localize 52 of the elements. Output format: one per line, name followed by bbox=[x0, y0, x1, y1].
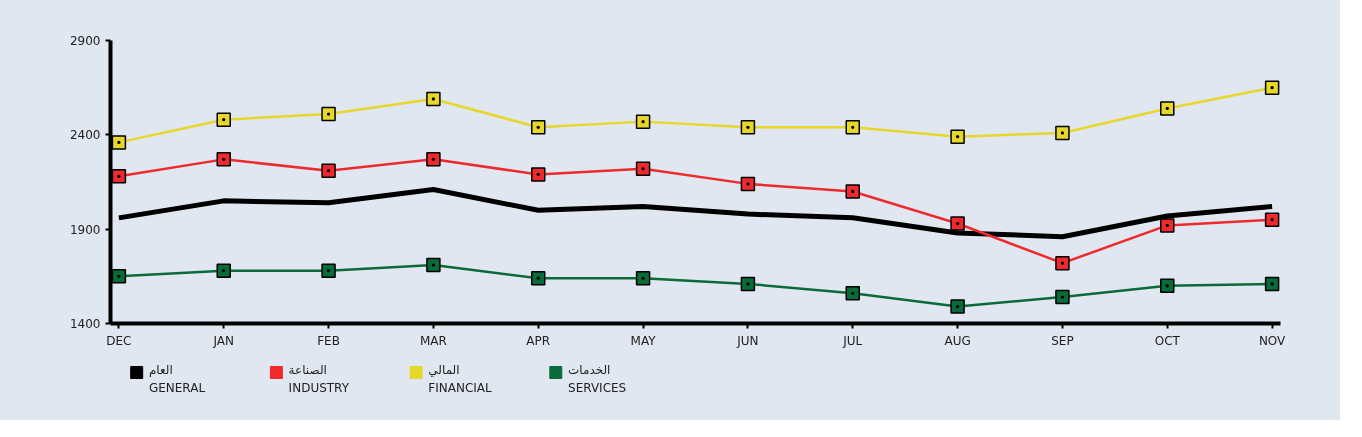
point bbox=[321, 163, 336, 178]
point bbox=[1055, 255, 1070, 271]
point bbox=[845, 120, 861, 135]
point bbox=[111, 169, 127, 184]
x-tick-label: MAY bbox=[630, 333, 657, 348]
x-tick-label: JUN bbox=[736, 333, 759, 348]
x-tick-label: OCT bbox=[1154, 333, 1181, 348]
y-tick-label: 2900 bbox=[69, 34, 101, 48]
x-tick-label: NOV bbox=[1258, 333, 1287, 348]
y-tick-label: 2400 bbox=[69, 128, 101, 143]
point bbox=[635, 270, 651, 286]
point bbox=[426, 91, 441, 107]
point bbox=[111, 269, 127, 284]
point bbox=[321, 263, 336, 278]
point bbox=[530, 167, 546, 182]
point bbox=[530, 270, 546, 286]
point bbox=[216, 112, 231, 127]
point bbox=[1264, 212, 1280, 227]
y-tick-label: 1400 bbox=[69, 317, 101, 331]
point bbox=[635, 114, 651, 129]
x-tick-label: FEB bbox=[317, 333, 340, 348]
x-tick-label: JUL bbox=[842, 333, 863, 348]
x-tick-label: MAR bbox=[419, 333, 447, 348]
point bbox=[845, 184, 861, 199]
point bbox=[950, 299, 965, 314]
point bbox=[216, 263, 231, 278]
point bbox=[950, 216, 965, 231]
point bbox=[1160, 278, 1175, 294]
point bbox=[740, 176, 756, 192]
point bbox=[1055, 125, 1070, 141]
point bbox=[530, 120, 546, 135]
point bbox=[321, 106, 336, 122]
point bbox=[740, 276, 756, 292]
point bbox=[1264, 276, 1280, 292]
point bbox=[635, 161, 651, 177]
point bbox=[111, 135, 127, 150]
x-tick-label: AUG bbox=[944, 333, 971, 348]
point bbox=[216, 152, 231, 167]
y-tick-label: 1900 bbox=[69, 222, 101, 237]
point bbox=[426, 257, 441, 273]
point bbox=[1264, 80, 1280, 95]
point bbox=[1160, 101, 1175, 116]
x-tick-label: APR bbox=[526, 333, 551, 348]
point bbox=[1055, 289, 1070, 305]
x-tick-label: JAN bbox=[212, 333, 234, 348]
x-tick-label: DEC bbox=[106, 333, 132, 348]
point bbox=[1160, 218, 1175, 233]
point bbox=[950, 129, 965, 144]
point bbox=[426, 152, 441, 167]
x-tick-label: SEP bbox=[1051, 333, 1074, 348]
point bbox=[740, 120, 756, 135]
point bbox=[845, 286, 861, 301]
